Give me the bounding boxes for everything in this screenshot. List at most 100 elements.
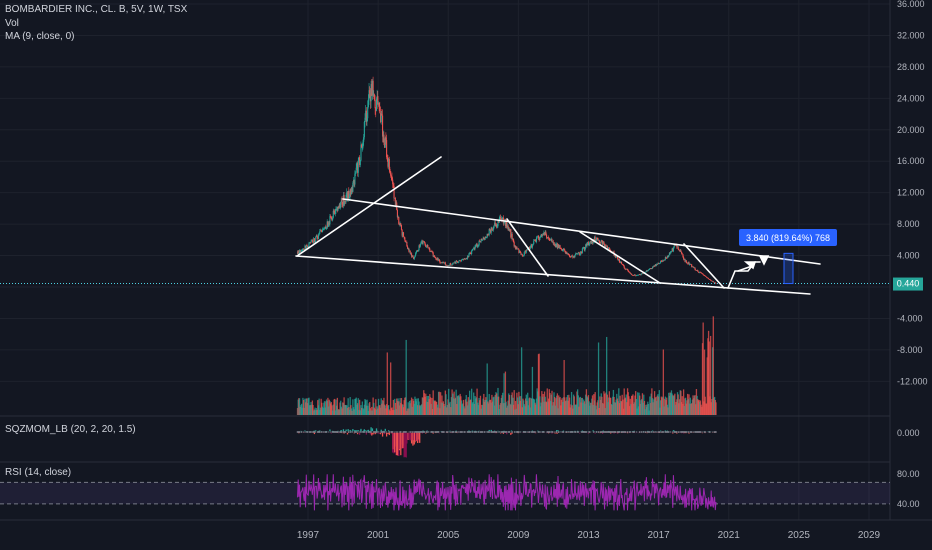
projection-measure-box[interactable] xyxy=(783,252,794,285)
volume-bar xyxy=(422,397,424,415)
volume-bar xyxy=(714,400,716,415)
volume-bar xyxy=(307,398,309,415)
candle-body xyxy=(550,239,552,241)
volume-bar xyxy=(543,401,545,415)
volume-bar xyxy=(437,407,439,415)
sqzmom-bar xyxy=(356,432,359,435)
trendline-drop-2014 xyxy=(579,231,661,284)
volume-bar xyxy=(552,402,554,415)
volume-bar xyxy=(576,389,579,415)
candle-body xyxy=(334,211,336,214)
candle-body xyxy=(468,253,470,257)
candle-body xyxy=(420,241,422,245)
volume-bar xyxy=(387,405,390,415)
volume-bar xyxy=(426,395,428,415)
candle-body xyxy=(360,144,362,161)
volume-bar xyxy=(495,392,497,415)
candle-body xyxy=(620,261,623,264)
volume-bar xyxy=(690,404,692,415)
candle-body xyxy=(431,251,433,252)
candle-body xyxy=(316,235,318,237)
volume-bar xyxy=(525,398,527,415)
price-tick-label: 32.000 xyxy=(897,30,925,40)
volume-bar xyxy=(581,397,583,415)
volume-bar xyxy=(448,388,450,415)
volume-bar xyxy=(449,401,451,415)
price-axis[interactable]: 36.000 32.000 28.000 24.000 20.000 16.000 12.0… xyxy=(897,0,928,386)
candle-body xyxy=(701,273,703,274)
symbol-title[interactable]: BOMBARDIER INC., CL. B, 5V, 1W, TSX xyxy=(5,4,188,15)
candle-body xyxy=(531,245,533,248)
candle-body xyxy=(348,190,350,199)
candle-body xyxy=(307,245,309,248)
volume-bar xyxy=(590,402,592,415)
volume-bar xyxy=(456,396,459,415)
candle-body xyxy=(373,94,376,100)
volume-bar xyxy=(477,402,479,415)
volume-bar xyxy=(523,404,525,415)
candle-body xyxy=(391,176,393,180)
volume-bar xyxy=(513,390,515,415)
volume-bar xyxy=(685,403,687,415)
candle-body xyxy=(674,244,677,246)
volume-bar xyxy=(319,407,322,415)
volume-bar xyxy=(386,352,388,415)
rsi-legend[interactable]: RSI (14, close) xyxy=(5,467,72,478)
volume-legend[interactable]: Vol xyxy=(5,18,19,29)
volume-bar xyxy=(710,402,712,415)
volume-bar xyxy=(412,400,415,415)
sqzmom-bar xyxy=(385,432,388,437)
candle-body xyxy=(639,274,641,276)
candle-body xyxy=(696,270,698,271)
volume-bar xyxy=(477,405,480,415)
volume-bar xyxy=(311,404,313,415)
sqzmom-legend[interactable]: SQZMOM_LB (20, 2, 20, 1.5) xyxy=(5,424,136,435)
candle-body xyxy=(317,234,320,239)
candle-body xyxy=(547,237,549,238)
volume-bar xyxy=(624,398,626,415)
candle-body xyxy=(667,256,669,258)
volume-bar xyxy=(408,408,410,415)
candle-body xyxy=(320,230,322,232)
volume-bar xyxy=(367,405,369,415)
volume-bar xyxy=(623,388,625,415)
candle-body xyxy=(432,252,434,257)
candle-body xyxy=(695,269,697,271)
projection-label[interactable]: 3.840 (819.64%) 768 xyxy=(739,229,837,246)
volume-bar xyxy=(613,396,615,415)
volume-bar xyxy=(693,395,696,415)
volume-bar xyxy=(404,397,407,415)
volume-bar xyxy=(356,403,359,415)
volume-bar xyxy=(501,395,503,415)
volume-bar xyxy=(520,396,522,415)
sqzmom-bar xyxy=(510,432,512,435)
volume-bar xyxy=(320,398,322,415)
candle-body xyxy=(400,225,403,230)
volume-bar xyxy=(457,395,459,415)
candle-body xyxy=(410,253,412,255)
candle-body xyxy=(512,238,514,240)
candle-body xyxy=(446,264,448,266)
ma-legend[interactable]: MA (9, close, 0) xyxy=(5,31,75,42)
volume-bar xyxy=(653,399,655,415)
sqzmom-bar xyxy=(358,432,361,435)
volume-bar xyxy=(383,404,386,415)
candle-body xyxy=(313,238,315,243)
volume-bar xyxy=(622,408,625,415)
volume-bar xyxy=(610,403,613,415)
sqzmom-bar xyxy=(502,432,505,434)
volume-bar xyxy=(675,401,677,415)
trendline-drawings[interactable] xyxy=(295,156,821,295)
candle-body xyxy=(394,197,396,206)
candle-body xyxy=(701,273,704,275)
price-tick-label: 36.000 xyxy=(897,0,925,9)
candle-body xyxy=(518,249,520,253)
volume-bar xyxy=(565,400,567,415)
candle-body xyxy=(665,257,667,259)
candle-body xyxy=(474,246,476,250)
sqzmom-bar xyxy=(395,432,397,456)
candle-body xyxy=(499,217,501,219)
time-axis[interactable]: 1997 2001 2005 2009 2013 2017 2021 2025 2029 xyxy=(297,530,881,541)
volume-bar xyxy=(662,396,664,415)
